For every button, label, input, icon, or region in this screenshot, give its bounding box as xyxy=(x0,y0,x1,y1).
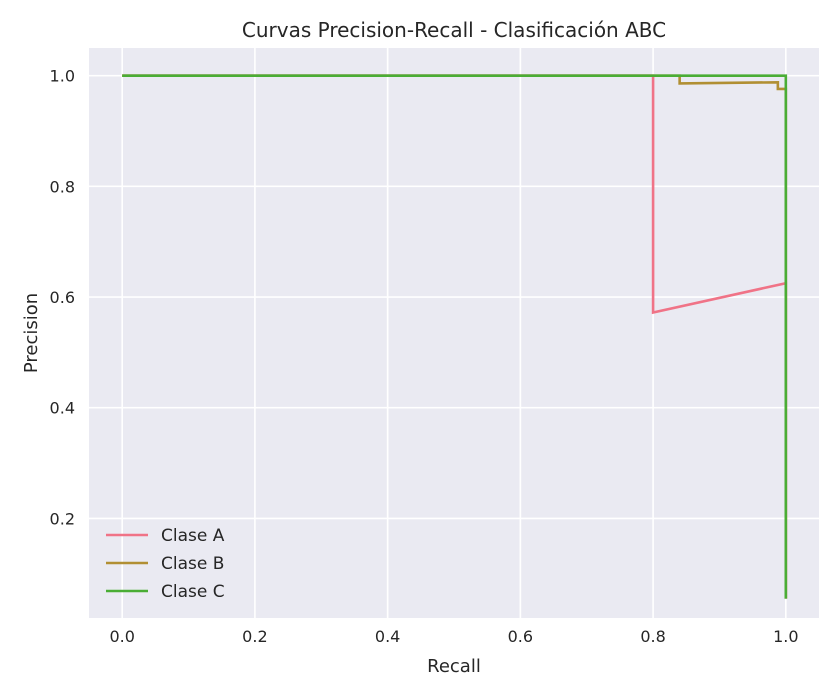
legend-label-clase-c: Clase C xyxy=(161,582,225,602)
series-lines xyxy=(122,74,788,599)
legend-label-clase-a: Clase A xyxy=(161,526,225,546)
x-tick-label: 0.4 xyxy=(375,627,400,646)
y-tick-label: 0.6 xyxy=(50,288,75,307)
legend-label-clase-b: Clase B xyxy=(161,554,224,574)
plot-background xyxy=(89,48,819,618)
x-tick-label: 1.0 xyxy=(773,627,798,646)
y-tick-label: 0.8 xyxy=(50,177,75,196)
y-tick-label: 0.2 xyxy=(50,509,75,528)
tick-labels: 0.0 0.2 0.4 0.6 0.8 1.0 0.2 0.4 0.6 0.8 1.0 xyxy=(50,67,799,646)
chart-title: Curvas Precision-Recall - Clasificación … xyxy=(242,18,666,42)
x-axis-label: Recall xyxy=(427,656,481,677)
y-tick-label: 0.4 xyxy=(50,399,75,418)
y-axis-label: Precision xyxy=(21,293,42,373)
legend: Clase A Clase B Clase C xyxy=(106,526,225,602)
y-tick-label: 1.0 xyxy=(50,67,75,86)
x-tick-label: 0.2 xyxy=(242,627,267,646)
x-tick-label: 0.8 xyxy=(640,627,665,646)
series-line-clase-c xyxy=(122,74,788,599)
x-tick-label: 0.0 xyxy=(109,627,134,646)
x-tick-label: 0.6 xyxy=(508,627,533,646)
